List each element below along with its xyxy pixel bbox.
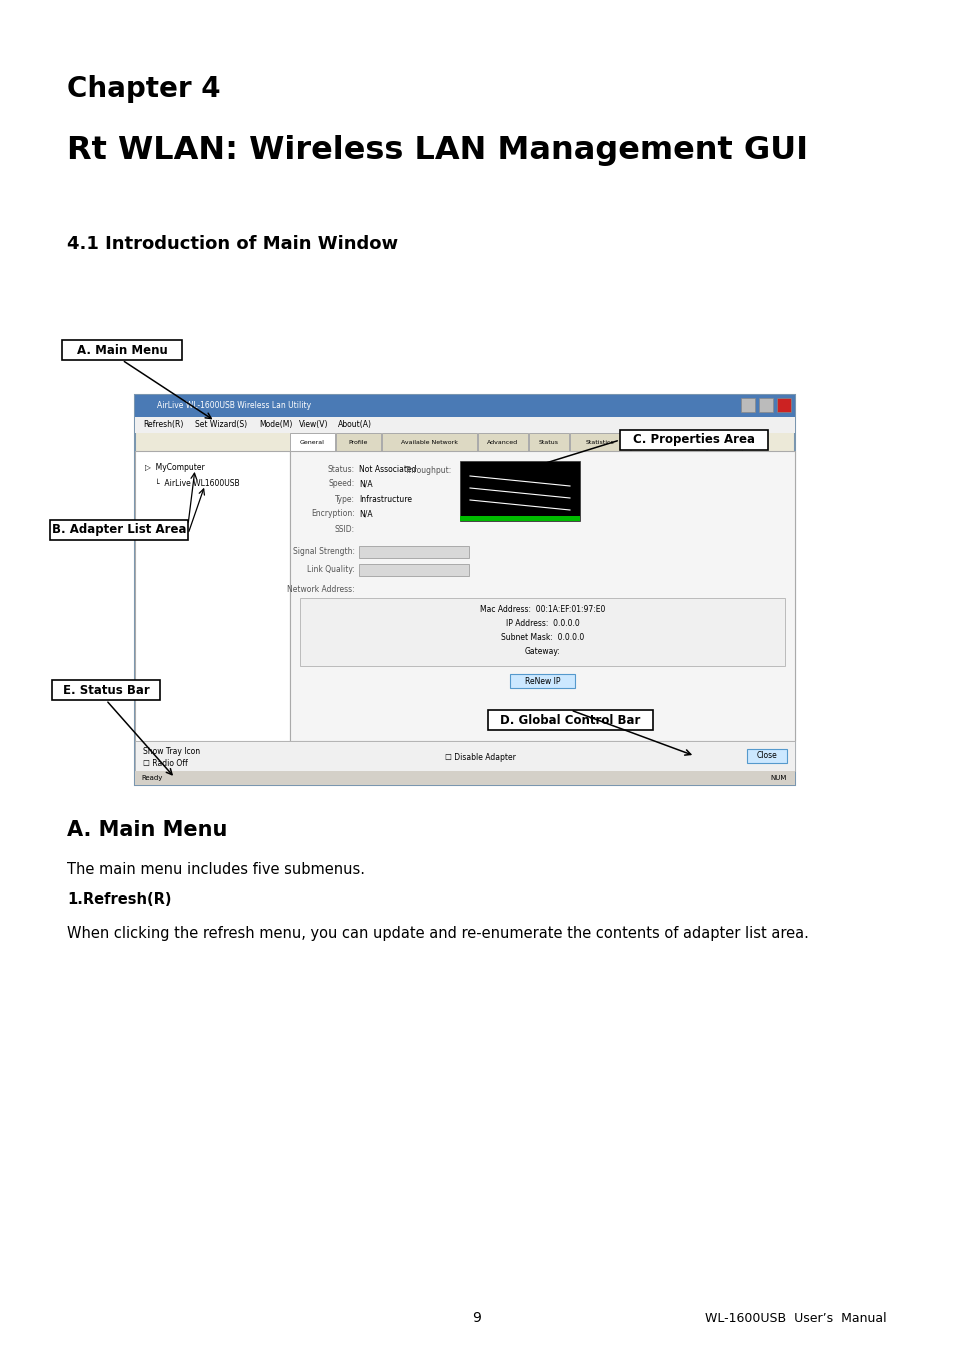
Text: 4.1 Introduction of Main Window: 4.1 Introduction of Main Window xyxy=(67,235,397,252)
Text: Refresh(R): Refresh(R) xyxy=(143,420,183,429)
FancyBboxPatch shape xyxy=(52,680,160,701)
FancyBboxPatch shape xyxy=(50,520,188,540)
FancyBboxPatch shape xyxy=(488,710,652,730)
FancyBboxPatch shape xyxy=(135,396,794,417)
FancyBboxPatch shape xyxy=(706,433,741,451)
Text: 1.Refresh(R): 1.Refresh(R) xyxy=(67,892,172,907)
Text: Statistics: Statistics xyxy=(585,440,614,444)
Text: Advanced: Advanced xyxy=(487,440,518,444)
Text: SSID:: SSID: xyxy=(335,525,355,533)
FancyBboxPatch shape xyxy=(358,545,469,558)
FancyBboxPatch shape xyxy=(358,564,469,576)
Text: Show Tray Icon: Show Tray Icon xyxy=(143,747,200,756)
FancyBboxPatch shape xyxy=(135,451,290,741)
Text: ☐ Disable Adapter: ☐ Disable Adapter xyxy=(444,752,516,761)
Text: Status: Status xyxy=(538,440,558,444)
Text: B. Adapter List Area: B. Adapter List Area xyxy=(51,524,186,536)
Text: C. Properties Area: C. Properties Area xyxy=(633,433,754,447)
Text: ReNew IP: ReNew IP xyxy=(524,676,559,686)
Text: Not Associated: Not Associated xyxy=(358,464,416,474)
Text: Signal Strength:: Signal Strength: xyxy=(293,548,355,556)
Text: Speed:: Speed: xyxy=(329,479,355,489)
Text: Mode(M): Mode(M) xyxy=(259,420,293,429)
Text: Gateway:: Gateway: xyxy=(524,648,559,656)
FancyBboxPatch shape xyxy=(135,417,794,433)
Text: Status:: Status: xyxy=(328,464,355,474)
FancyBboxPatch shape xyxy=(529,433,568,451)
Text: ☐ Radio Off: ☐ Radio Off xyxy=(143,759,188,768)
Text: N/A: N/A xyxy=(358,509,373,518)
Text: Rt WLAN: Wireless LAN Management GUI: Rt WLAN: Wireless LAN Management GUI xyxy=(67,135,807,166)
FancyBboxPatch shape xyxy=(381,433,476,451)
Text: View(V): View(V) xyxy=(298,420,328,429)
Text: WL-1600USB  User’s  Manual: WL-1600USB User’s Manual xyxy=(704,1311,886,1324)
FancyBboxPatch shape xyxy=(135,396,794,784)
Text: Setup: Setup xyxy=(715,440,733,444)
Text: Profile: Profile xyxy=(349,440,368,444)
FancyBboxPatch shape xyxy=(510,674,575,688)
Text: A. Main Menu: A. Main Menu xyxy=(76,343,167,356)
Text: Wi-Fi Protect: Wi-Fi Protect xyxy=(648,440,687,444)
FancyBboxPatch shape xyxy=(290,451,794,741)
Text: Ready: Ready xyxy=(141,775,162,782)
FancyBboxPatch shape xyxy=(290,433,335,451)
Text: D. Global Control Bar: D. Global Control Bar xyxy=(499,714,640,726)
Text: About(A): About(A) xyxy=(338,420,372,429)
Text: └  AirLive WL1600USB: └ AirLive WL1600USB xyxy=(154,479,239,487)
FancyBboxPatch shape xyxy=(135,741,794,771)
Text: NUM: NUM xyxy=(770,775,786,782)
Text: 9: 9 xyxy=(472,1311,481,1324)
Text: Chapter 4: Chapter 4 xyxy=(67,76,220,103)
FancyBboxPatch shape xyxy=(62,340,182,360)
FancyBboxPatch shape xyxy=(619,431,767,450)
FancyBboxPatch shape xyxy=(776,398,790,412)
Text: Encryption:: Encryption: xyxy=(311,509,355,518)
Text: Network Address:: Network Address: xyxy=(287,586,355,594)
Text: ▷  MyComputer: ▷ MyComputer xyxy=(145,463,205,472)
FancyBboxPatch shape xyxy=(335,433,380,451)
FancyBboxPatch shape xyxy=(459,460,579,521)
FancyBboxPatch shape xyxy=(477,433,527,451)
Text: Infrastructure: Infrastructure xyxy=(358,494,412,504)
Text: Mac Address:  00:1A:EF:01:97:E0: Mac Address: 00:1A:EF:01:97:E0 xyxy=(479,606,604,614)
Text: AirLive WL-1600USB Wireless Lan Utility: AirLive WL-1600USB Wireless Lan Utility xyxy=(157,401,311,410)
FancyBboxPatch shape xyxy=(746,749,786,763)
Text: Type:: Type: xyxy=(335,494,355,504)
Text: Subnet Mask:  0.0.0.0: Subnet Mask: 0.0.0.0 xyxy=(500,633,583,643)
FancyBboxPatch shape xyxy=(740,398,754,412)
FancyBboxPatch shape xyxy=(759,398,772,412)
FancyBboxPatch shape xyxy=(299,598,784,666)
Text: Close: Close xyxy=(756,752,777,760)
Text: N/A: N/A xyxy=(358,479,373,489)
FancyBboxPatch shape xyxy=(630,433,705,451)
Text: Throughput:: Throughput: xyxy=(405,466,452,475)
Text: Available Network: Available Network xyxy=(400,440,457,444)
FancyBboxPatch shape xyxy=(459,516,579,521)
Text: The main menu includes five submenus.: The main menu includes five submenus. xyxy=(67,863,365,878)
Text: When clicking the refresh menu, you can update and re-enumerate the contents of : When clicking the refresh menu, you can … xyxy=(67,926,808,941)
Text: IP Address:  0.0.0.0: IP Address: 0.0.0.0 xyxy=(505,620,578,629)
FancyBboxPatch shape xyxy=(569,433,629,451)
Text: A. Main Menu: A. Main Menu xyxy=(67,819,227,840)
Text: Set Wizard(S): Set Wizard(S) xyxy=(194,420,247,429)
FancyBboxPatch shape xyxy=(135,771,794,784)
Text: General: General xyxy=(300,440,325,444)
Text: E. Status Bar: E. Status Bar xyxy=(63,683,150,697)
Text: Link Quality:: Link Quality: xyxy=(307,566,355,575)
